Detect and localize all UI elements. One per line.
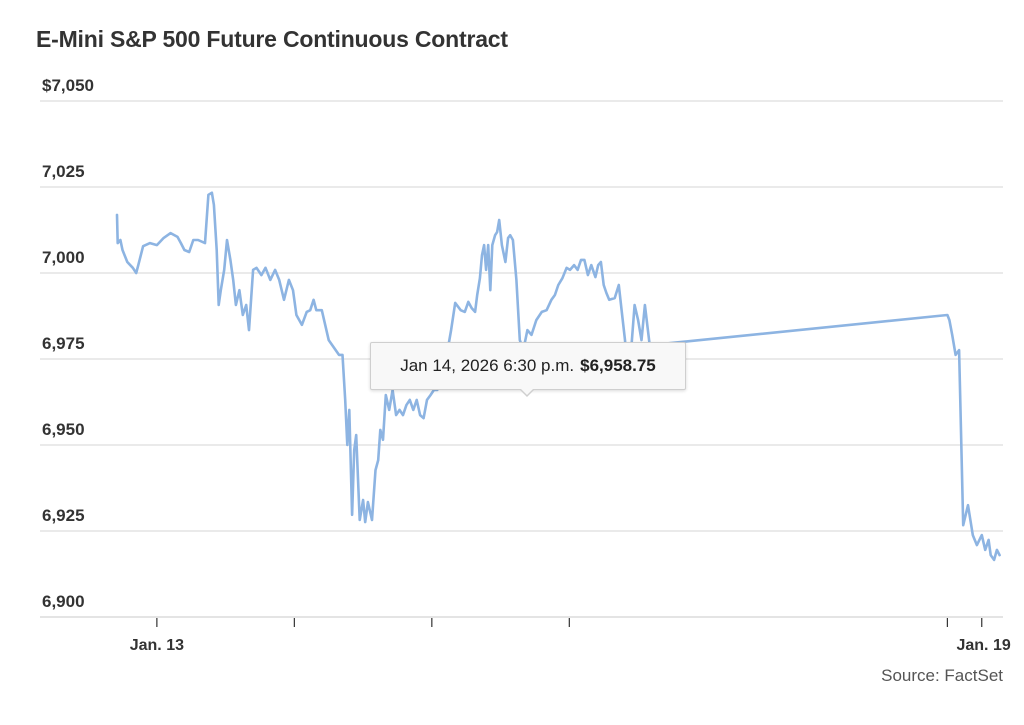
series-layer [115,191,1001,562]
y-tick-label: 6,950 [42,420,85,439]
y-tick-label: $7,050 [42,76,94,95]
x-axis: Jan. 13 Jan. 19 [130,618,1011,654]
hover-tooltip: Jan 14, 2026 6:30 p.m. $6,958.75 [370,342,686,390]
tooltip-value: $6,958.75 [580,356,656,375]
gridlines [40,100,1003,618]
y-tick-label: 7,025 [42,162,85,181]
x-tick-label: Jan. 19 [956,637,1010,654]
chart-title: E-Mini S&P 500 Future Continuous Contrac… [36,26,508,52]
tooltip-date: Jan 14, 2026 6:30 p.m. [400,356,575,375]
y-tick-label: 6,925 [42,506,85,525]
y-axis-labels: $7,050 7,025 7,000 6,975 6,950 6,925 6,900 [42,76,94,611]
tooltip-caret [519,388,535,397]
x-tick-label: Jan. 13 [130,637,184,654]
y-tick-label: 7,000 [42,248,85,267]
price-line [115,191,1001,562]
source-note: Source: FactSet [881,666,1003,685]
y-tick-label: 6,900 [42,592,85,611]
y-tick-label: 6,975 [42,334,85,353]
